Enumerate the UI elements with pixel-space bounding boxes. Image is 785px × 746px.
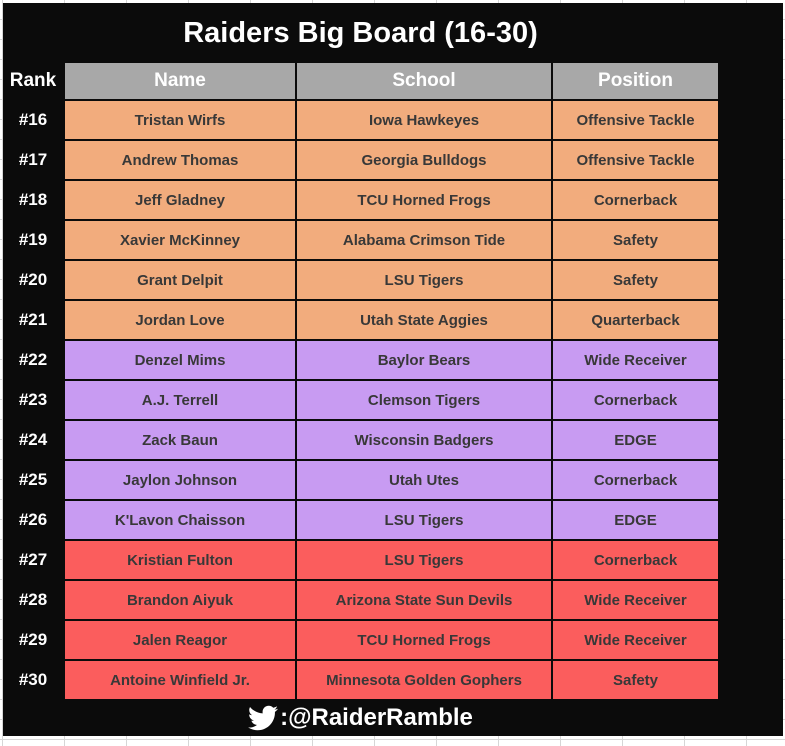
rank-cell: #25 [18, 470, 48, 489]
school-cell: Clemson Tigers [297, 381, 551, 419]
position-cell: EDGE [553, 501, 718, 539]
rank-cell: #19 [18, 230, 48, 249]
big-board: Raiders Big Board (16-30) Rank Name Scho… [3, 3, 783, 736]
position-cell: Offensive Tackle [553, 141, 718, 179]
position-cell: Wide Receiver [553, 341, 718, 379]
column-header-position: Position [553, 63, 718, 99]
name-cell: Xavier McKinney [65, 221, 295, 259]
rank-cell: #30 [18, 670, 48, 689]
school-cell: LSU Tigers [297, 501, 551, 539]
column-header-name: Name [65, 63, 295, 99]
rank-cell: #17 [18, 150, 48, 169]
position-cell: Cornerback [553, 181, 718, 219]
rank-cell: #18 [18, 190, 48, 209]
rank-cell: #24 [18, 430, 48, 449]
position-cell: Cornerback [553, 541, 718, 579]
position-cell: Offensive Tackle [553, 101, 718, 139]
page-title: Raiders Big Board (16-30) [183, 16, 538, 49]
position-cell: Wide Receiver [553, 581, 718, 619]
position-cell: Quarterback [553, 301, 718, 339]
name-cell: Jordan Love [65, 301, 295, 339]
name-cell: Denzel Mims [65, 341, 295, 379]
footer-bar: :@RaiderRamble [3, 699, 718, 736]
school-cell: Utah State Aggies [297, 301, 551, 339]
name-cell: Grant Delpit [65, 261, 295, 299]
rank-cell: #21 [18, 310, 48, 329]
school-cell: LSU Tigers [297, 261, 551, 299]
name-cell: Antoine Winfield Jr. [65, 661, 295, 699]
rank-cell: #29 [18, 630, 48, 649]
rank-cell: #26 [18, 510, 48, 529]
school-cell: TCU Horned Frogs [297, 621, 551, 659]
position-cell: Safety [553, 261, 718, 299]
position-cell: Safety [553, 221, 718, 259]
position-cell: Cornerback [553, 381, 718, 419]
name-cell: Jaylon Johnson [65, 461, 295, 499]
position-cell: Safety [553, 661, 718, 699]
name-cell: K'Lavon Chaisson [65, 501, 295, 539]
school-cell: Arizona State Sun Devils [297, 581, 551, 619]
school-cell: Utah Utes [297, 461, 551, 499]
school-cell: Alabama Crimson Tide [297, 221, 551, 259]
name-cell: A.J. Terrell [65, 381, 295, 419]
rank-cell: #22 [18, 350, 48, 369]
name-cell: Jalen Reagor [65, 621, 295, 659]
rank-cell: #28 [18, 590, 48, 609]
rank-cell: #23 [18, 390, 48, 409]
column-header-school: School [297, 63, 551, 99]
name-cell: Jeff Gladney [65, 181, 295, 219]
position-cell: EDGE [553, 421, 718, 459]
name-cell: Andrew Thomas [65, 141, 295, 179]
rank-cell: #16 [18, 110, 48, 129]
name-cell: Tristan Wirfs [65, 101, 295, 139]
school-cell: Minnesota Golden Gophers [297, 661, 551, 699]
title-bar: Raiders Big Board (16-30) [3, 3, 718, 63]
position-cell: Cornerback [553, 461, 718, 499]
school-cell: LSU Tigers [297, 541, 551, 579]
name-cell: Zack Baun [65, 421, 295, 459]
column-header-rank: Rank [9, 70, 57, 91]
rank-cell: #27 [18, 550, 48, 569]
rankings-table: Rank Name School Position #16 Tristan Wi… [3, 63, 718, 699]
rank-cell: #20 [18, 270, 48, 289]
school-cell: Wisconsin Badgers [297, 421, 551, 459]
school-cell: TCU Horned Frogs [297, 181, 551, 219]
name-cell: Brandon Aiyuk [65, 581, 295, 619]
school-cell: Baylor Bears [297, 341, 551, 379]
twitter-icon [248, 703, 279, 733]
school-cell: Georgia Bulldogs [297, 141, 551, 179]
school-cell: Iowa Hawkeyes [297, 101, 551, 139]
twitter-handle: :@RaiderRamble [280, 703, 473, 731]
position-cell: Wide Receiver [553, 621, 718, 659]
name-cell: Kristian Fulton [65, 541, 295, 579]
